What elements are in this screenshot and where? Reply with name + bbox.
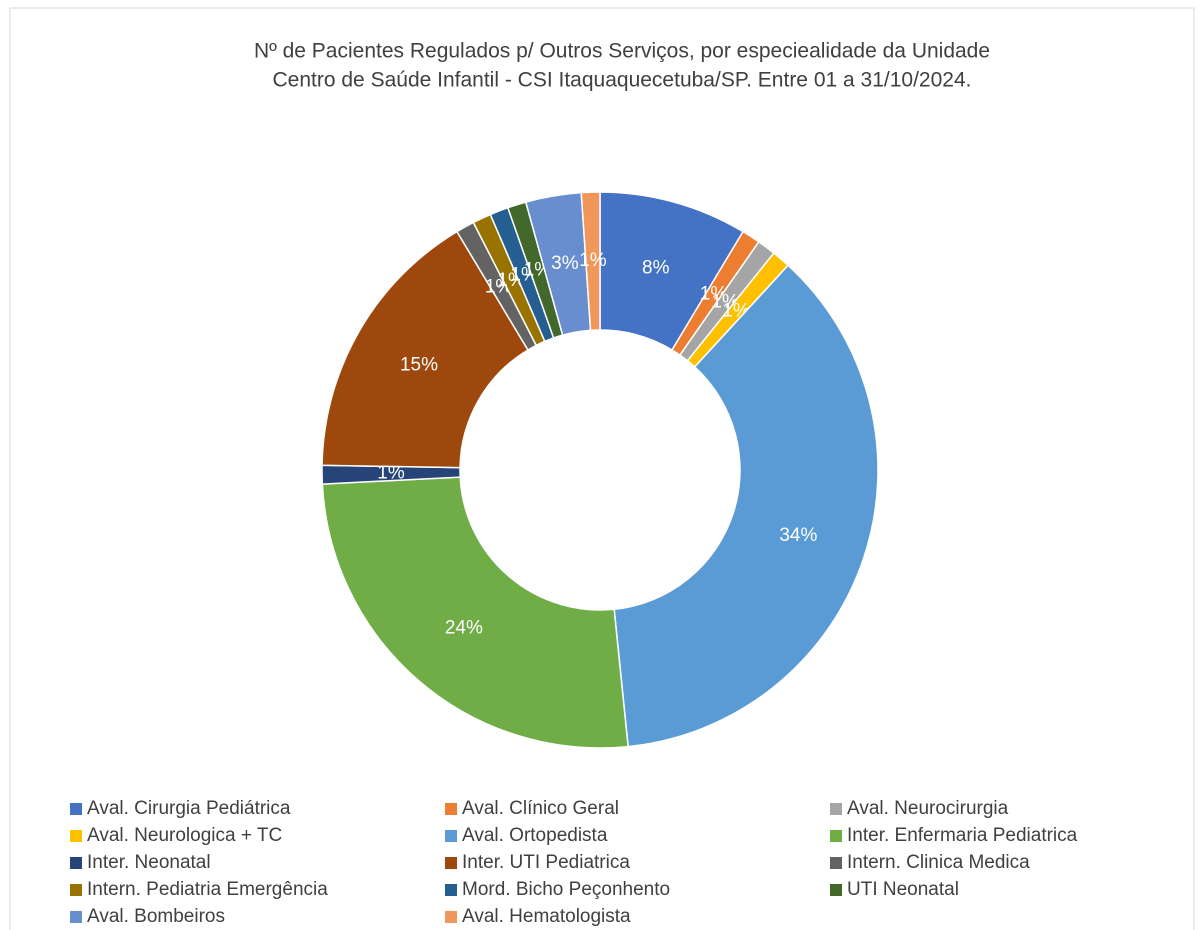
legend-swatch (830, 884, 842, 896)
data-label: 24% (445, 618, 483, 639)
data-label: 34% (779, 525, 817, 546)
legend-label: Aval. Clínico Geral (462, 798, 619, 819)
chart-border (9, 7, 1195, 930)
legend-swatch (445, 803, 457, 815)
legend-swatch (445, 857, 457, 869)
data-label: 15% (400, 355, 438, 376)
legend-label: Inter. Enfermaria Pediatrica (847, 825, 1078, 846)
legend-label: Aval. Cirurgia Pediátrica (87, 798, 291, 819)
data-label: 8% (642, 258, 670, 279)
legend-label: Aval. Bombeiros (87, 906, 225, 927)
data-label: 3% (551, 253, 579, 274)
legend-swatch (830, 830, 842, 842)
legend-swatch (70, 803, 82, 815)
legend-swatch (830, 803, 842, 815)
legend-label: Inter. UTI Pediatrica (462, 852, 630, 873)
data-label: 1% (377, 463, 405, 484)
legend-swatch (445, 911, 457, 923)
legend-swatch (70, 857, 82, 869)
legend-label: Aval. Neurocirurgia (847, 798, 1009, 819)
legend-swatch (70, 884, 82, 896)
legend-label: Aval. Hematologista (462, 906, 631, 927)
data-label: 1% (579, 250, 607, 271)
legend-label: Intern. Pediatria Emergência (87, 879, 328, 900)
slice (321, 230, 529, 469)
legend-label: Mord. Bicho Peçonhento (462, 879, 670, 900)
legend-label: Intern. Clinica Medica (847, 852, 1030, 873)
slice (321, 476, 629, 749)
legend-swatch (70, 830, 82, 842)
legend-label: Aval. Ortopedista (462, 825, 608, 846)
chart-title: Nº de Pacientes Regulados p/ Outros Serv… (254, 40, 990, 63)
slice (580, 191, 601, 332)
legend-swatch (445, 830, 457, 842)
legend-label: Aval. Neurologica + TC (87, 825, 282, 846)
legend-swatch (70, 911, 82, 923)
legend-label: UTI Neonatal (847, 879, 959, 900)
legend-swatch (830, 857, 842, 869)
legend-swatch (445, 884, 457, 896)
slice (613, 264, 879, 748)
legend-label: Inter. Neonatal (87, 852, 211, 873)
chart-title: Centro de Saúde Infantil - CSI Itaquaque… (273, 69, 972, 92)
